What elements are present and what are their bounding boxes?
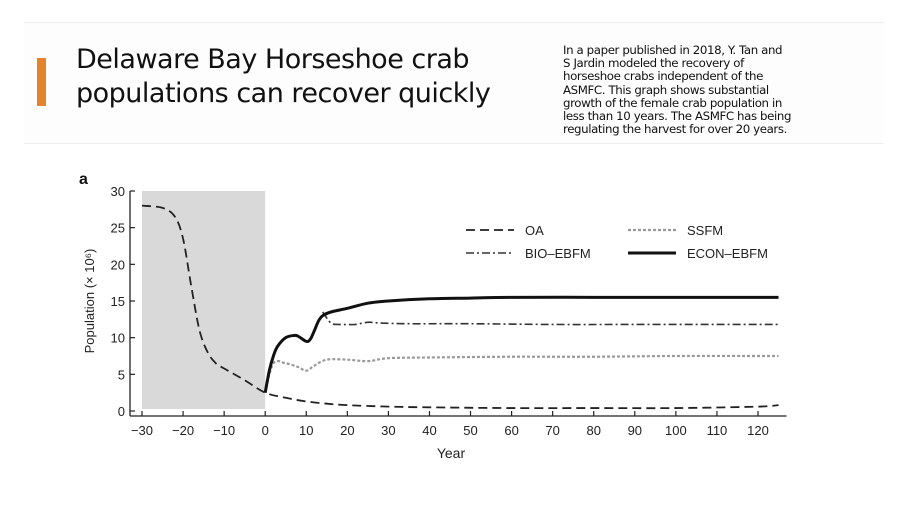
side-note-line: growth of the female crab population in [563,95,782,110]
y-tick-label: 5 [118,367,125,382]
y-tick-label: 20 [111,257,125,272]
series-econ-ebfm-line [263,295,779,393]
shaded-region [142,191,266,409]
side-note-line: less than 10 years. The ASMFC has being [563,109,792,124]
y-tick-label: 30 [111,184,125,199]
slide-title-line-1: Delaware Bay Horseshoe crab [76,44,470,75]
panel-label: a [79,171,88,188]
side-note: In a paper published in 2018, Y. Tan and… [563,43,863,137]
legend-label: SSFM [687,223,723,238]
y-tick-label: 25 [111,221,125,236]
slide-title: Delaware Bay Horseshoe crab populations … [76,43,491,111]
legend-label: BIO–EBFM [525,246,591,261]
series-ssfm-line [264,354,779,393]
legend-label: OA [525,223,544,238]
x-tick-label: −10 [213,423,235,438]
x-tick-label: −30 [131,423,153,438]
side-note-line: ASMFC. This graph shows substantial [563,82,769,97]
side-note-line: In a paper published in 2018, Y. Tan and [563,43,783,57]
series-bio-ebfm-line [322,311,779,326]
slide-title-line-2: populations can recover quickly [76,78,491,109]
x-tick-label: 80 [586,423,600,438]
x-tick-label: 20 [340,423,354,438]
x-tick-label: 120 [747,423,769,438]
x-tick-label: 50 [463,423,477,438]
y-tick-label: 15 [111,294,125,309]
legend-label: ECON–EBFM [687,246,768,261]
x-tick-label: 110 [707,423,728,438]
x-tick-label: 100 [665,423,687,438]
x-tick-label: 10 [299,423,313,438]
x-axis-label: Year [437,445,466,461]
x-tick-label: 40 [422,423,436,438]
title-panel [24,22,884,144]
y-tick-label: 0 [118,404,125,419]
x-tick-label: −20 [172,423,194,438]
x-tick-label: 0 [262,423,269,438]
x-tick-label: 60 [504,423,518,438]
x-tick-label: 90 [628,423,642,438]
y-tick-label: 10 [111,331,125,346]
side-note-line: S Jardin modeled the recovery of [563,56,744,71]
data-lines [141,204,779,410]
side-note-line: regulating the harvest for over 20 years… [563,122,787,137]
side-note-line: horseshoe crabs independent of the [563,69,763,84]
axes: 0 5 10 15 20 25 30 −30 −20 −10 0 10 20 30 40 50 60 70 80 90… [111,184,787,438]
x-tick-label: 30 [381,423,395,438]
accent-bar [37,58,46,106]
legend: OA SSFM BIO–EBFM ECON–EBFM [466,223,768,261]
x-tick-label: 70 [545,423,559,438]
series-oa-line [141,204,779,410]
y-axis-label: Population (× 10⁶) [82,249,97,354]
